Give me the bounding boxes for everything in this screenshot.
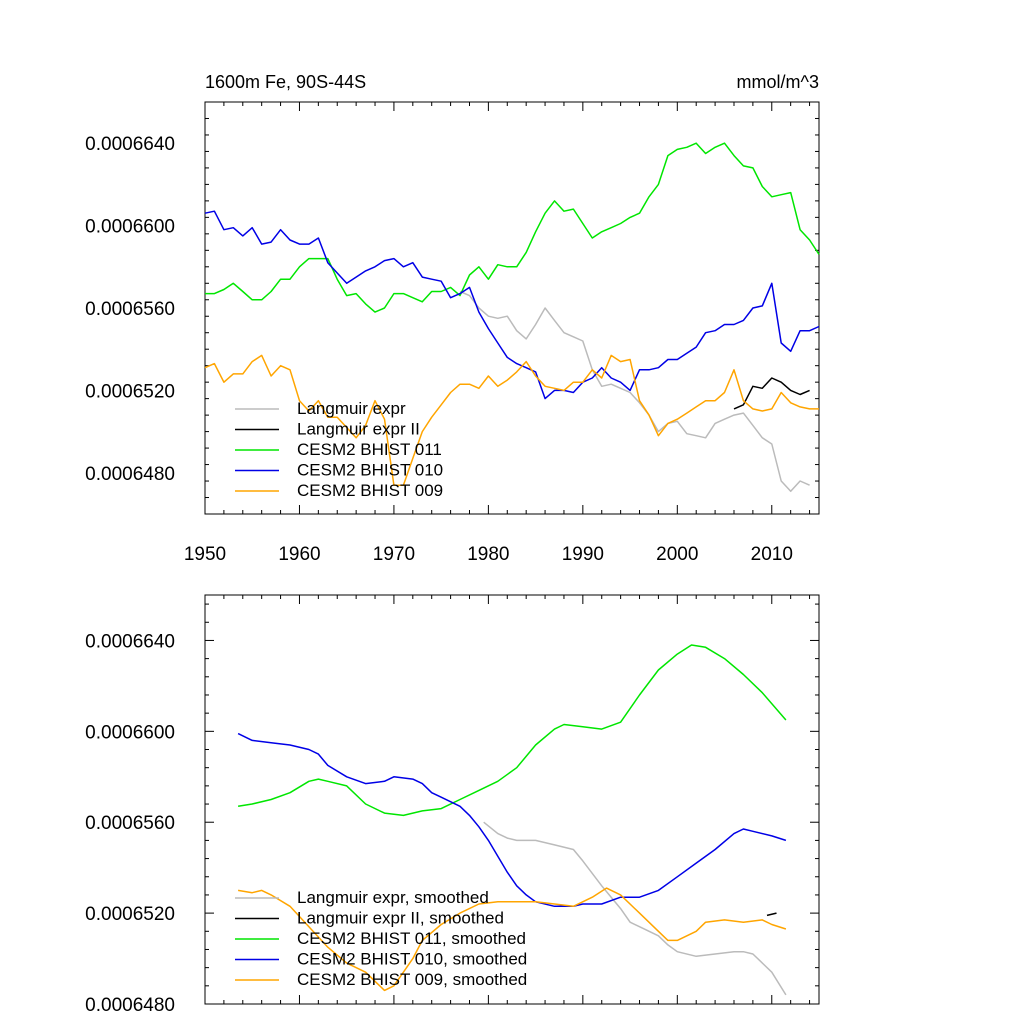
series-line-5 [204,354,819,486]
x-tick-label: 1950 [184,544,226,565]
series-line-5 [237,887,787,992]
y-tick-label: 0.0006640 [85,134,175,155]
legend-label: CESM2 BHIST 011, smoothed [297,929,526,948]
series-line-2 [766,912,777,917]
y-tick-label: 0.0006520 [85,381,175,402]
series-line-1 [483,821,787,996]
legend-label: Langmuir expr II [297,420,420,439]
series-line-4 [237,732,787,908]
legend-label: Langmuir expr, smoothed [297,888,489,907]
legend-label: CESM2 BHIST 010 [297,461,443,480]
plot-frame [204,101,820,515]
legend-label: Langmuir expr [297,399,406,418]
x-tick-label: 1980 [467,544,509,565]
y-tick-label: 0.0006560 [85,813,175,834]
plot-frame [204,594,820,1005]
chart-units-label: mmol/m^3 [737,72,819,92]
y-tick-label: 0.0006520 [85,904,175,925]
series-line-1 [459,290,810,493]
series-line-2 [733,377,810,410]
series-line-3 [237,644,787,817]
legend-label: CESM2 BHIST 010, smoothed [297,950,527,969]
legend-label: CESM2 BHIST 009, smoothed [297,970,527,989]
y-tick-label: 0.0006600 [85,217,175,238]
y-tick-label: 0.0006560 [85,299,175,320]
y-tick-label: 0.0006640 [85,631,175,652]
y-tick-label: 0.0006480 [85,995,175,1016]
chart-panel-2: 0.0006480 0.0006520 0.0006560 0.0006600 0.00… [85,594,820,1016]
x-tick-label: 1970 [373,544,415,565]
series-line-3 [205,142,820,313]
legend-label: Langmuir expr II, smoothed [297,909,504,928]
chart-panel-1: 0.0006480 0.0006520 0.0006560 0.0006600 0.00… [85,72,820,565]
y-tick-label: 0.0006480 [85,464,175,485]
x-tick-label: 2000 [656,544,698,565]
legend-label: CESM2 BHIST 011 [297,440,442,459]
x-tick-label: 2010 [751,544,793,565]
legend-label: CESM2 BHIST 009 [297,481,443,500]
x-tick-label: 1960 [278,544,320,565]
series-line-4 [204,210,820,400]
y-tick-label: 0.0006600 [85,722,175,743]
chart-title-left: 1600m Fe, 90S-44S [205,72,366,92]
x-tick-label: 1990 [562,544,604,565]
